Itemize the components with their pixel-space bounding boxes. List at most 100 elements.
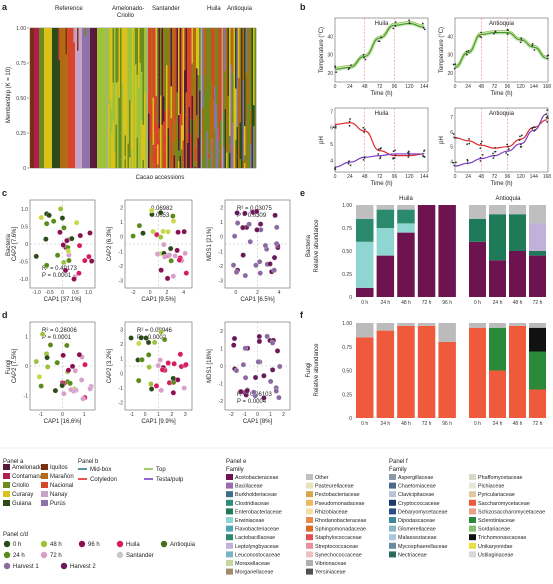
panel-b-point — [349, 118, 352, 120]
d-xtick: -1 — [129, 412, 134, 418]
panel-b-point — [362, 159, 365, 161]
d-point — [231, 335, 238, 342]
d-xtick: 2 — [282, 412, 285, 418]
c-ylabel: CAP2 [6.3%] — [107, 226, 113, 261]
panel-a-bar — [127, 143, 130, 168]
legend-e-label: Enterobacteriaceae — [235, 509, 282, 515]
panel-a-bar — [230, 28, 233, 65]
legend-cd-dot — [3, 540, 11, 548]
d-xtick: 1 — [83, 412, 86, 418]
legend-a-swatch — [41, 491, 48, 497]
legend-b-label: Cotyledon — [90, 477, 117, 483]
panel-a-bar — [196, 68, 198, 116]
c-point — [160, 228, 166, 235]
c-ytick: -3 — [219, 279, 224, 285]
d-ytick: 1 — [25, 335, 28, 341]
panel-a-bar — [97, 28, 107, 168]
panel-a-bar — [194, 166, 197, 168]
legend-f-swatch — [389, 542, 396, 549]
panel-a-bar — [149, 153, 152, 168]
c-point — [256, 258, 263, 265]
panel-b-point — [348, 67, 351, 69]
panel-a-bar — [229, 144, 231, 153]
panel-b-point — [394, 21, 397, 24]
panel-a-bar — [135, 64, 137, 168]
panel-a-bar — [235, 88, 237, 141]
d-point — [143, 335, 149, 341]
panel-b-point — [520, 145, 523, 148]
panel-b-site-label: Huila — [375, 21, 389, 27]
c-point — [66, 257, 72, 264]
panel-b-xtick: 168 — [543, 174, 552, 180]
panel-a-bar — [75, 28, 82, 168]
panel-a-bar — [167, 28, 170, 110]
c-point — [86, 253, 92, 260]
c-point — [165, 228, 171, 235]
panel-a-bar — [242, 80, 245, 140]
panel-a-bar — [65, 28, 67, 55]
c-ytick: -3 — [119, 279, 124, 285]
panel-a-bar — [238, 77, 240, 168]
panel-a-bar — [220, 28, 222, 122]
panel-a-bar — [238, 28, 240, 78]
e-bar — [356, 205, 374, 219]
d-ytick: 1 — [220, 346, 223, 352]
legend-a-label: Nanay — [50, 492, 67, 498]
legend-f-label: Dipodascaceae — [398, 518, 435, 524]
d-point — [128, 335, 134, 341]
panel-a-bar — [151, 28, 153, 105]
legend-panel-cd-title: Panel c/d — [3, 532, 28, 538]
panel-b-point — [465, 50, 468, 53]
e-bar — [529, 223, 546, 251]
panel-a-bar — [130, 28, 133, 103]
legend-f-label: Clavicipitaceae — [398, 492, 434, 498]
legend-e-swatch — [306, 491, 313, 498]
panel-b-xtick: 0 — [454, 174, 457, 180]
panel-b-point — [494, 30, 497, 33]
panel-a-bar — [82, 28, 90, 168]
panel-b-xtick: 24 — [465, 174, 471, 180]
panel-a-bar — [187, 142, 189, 168]
legend-panel-f-subtitle: Family — [389, 467, 407, 473]
panel-b-point — [453, 67, 456, 70]
legend-cd-dot — [78, 540, 86, 548]
d-point — [233, 367, 240, 374]
panel-a-bar — [152, 97, 155, 145]
legend-e-label: Flavobacteriaceae — [235, 527, 279, 533]
c-point — [242, 272, 249, 279]
f-xtick: 72 h — [533, 421, 543, 427]
c-point — [242, 210, 248, 217]
panel-a-bar — [182, 140, 185, 163]
legend-e-swatch — [226, 491, 233, 498]
panel-b-ytick: 40 — [447, 34, 453, 40]
c-point — [166, 252, 173, 258]
panel-a-bar — [190, 133, 192, 168]
group-amelonado: Amelonado- — [112, 6, 144, 12]
panel-a-bar — [220, 144, 222, 162]
panel-a-bar — [158, 138, 161, 168]
d-ytick: 3 — [120, 327, 123, 333]
legend-f-swatch — [469, 525, 476, 532]
legend-f-swatch — [389, 474, 396, 480]
panel-b-xtick: 144 — [530, 84, 539, 90]
panel-b-ytick: 20 — [447, 71, 453, 77]
panel-b-point — [452, 63, 455, 66]
c-point — [272, 212, 278, 219]
f-bar — [397, 325, 415, 418]
panel-a-bar — [247, 28, 249, 77]
d-point — [165, 360, 171, 366]
c-xtick: 4 — [278, 290, 281, 296]
panel-a-ytick: 0.50 — [16, 96, 26, 102]
e-xtick: 96 h — [442, 300, 452, 306]
d-point — [269, 367, 276, 373]
panel-a-bar — [209, 99, 212, 153]
f-xtick: 24 h — [493, 421, 503, 427]
c-point — [38, 214, 45, 221]
panel-b-point — [407, 150, 410, 153]
legend-e-label: Rhizobiaceae — [315, 509, 348, 515]
panel-b-xlabel: Time (h) — [490, 181, 512, 187]
legend-e-swatch — [306, 568, 313, 575]
f-bar — [376, 330, 395, 418]
panel-a-bar — [112, 120, 115, 168]
